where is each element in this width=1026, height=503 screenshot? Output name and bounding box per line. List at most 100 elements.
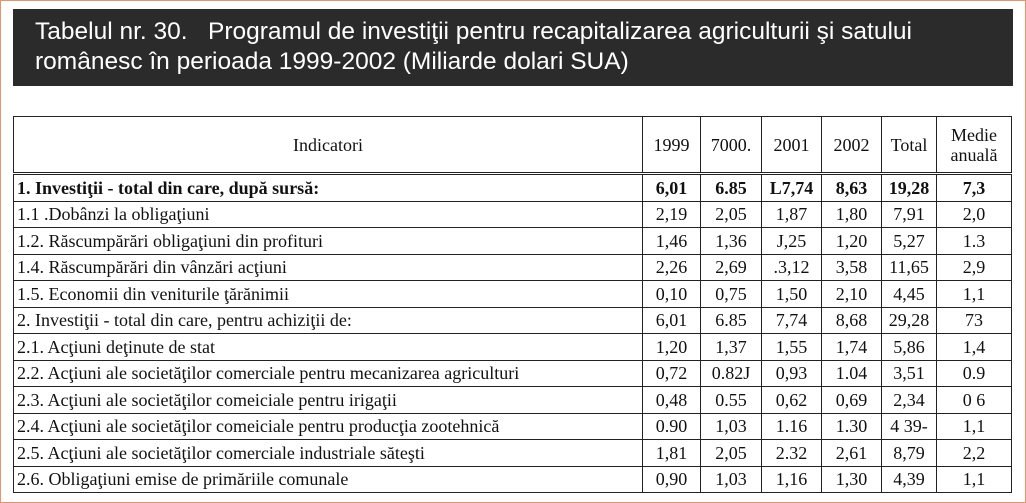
indicator-cell: 2.2. Acţiuni ale societăţilor comerciale… <box>13 359 643 387</box>
value-cell: 1,20 <box>642 333 701 361</box>
value-cell: 2,61 <box>821 439 882 467</box>
table-row: 1.4. Răscumpărări din vânzări acţiuni 2,2… <box>13 253 1012 281</box>
indicator-cell: 2.3. Acţiuni ale societăţilor comeiciale… <box>13 386 643 414</box>
column-header: 2002 <box>821 116 882 174</box>
value-cell: 6,01 <box>642 306 701 334</box>
indicator-cell: 1. Investiţii - total din care, după sur… <box>13 173 643 202</box>
value-cell: 1,03 <box>700 412 762 440</box>
value-cell: 1,4 <box>936 333 1012 361</box>
value-cell: 1,55 <box>761 333 822 361</box>
value-cell: 3,58 <box>821 253 882 281</box>
value-cell: 29,28 <box>881 306 937 334</box>
column-header: Medie anuală <box>936 116 1012 174</box>
value-cell: 1,81 <box>642 439 701 467</box>
column-header: Total <box>881 116 937 174</box>
value-cell: 0,93 <box>761 359 822 387</box>
table-row: 2.5. Acţiuni ale societăţilor comerciale… <box>13 439 1012 467</box>
value-cell: 8,63 <box>821 173 882 202</box>
title: Tabelul nr. 30. Programul de investiţii … <box>13 9 1013 86</box>
value-cell: 2,2 <box>936 439 1012 467</box>
value-cell: 7,91 <box>881 200 937 228</box>
value-cell: 1,74 <box>821 333 882 361</box>
indicator-cell: 1.4. Răscumpărări din vânzări acţiuni <box>13 253 643 281</box>
value-cell: 2,05 <box>700 439 762 467</box>
value-cell: 2,0 <box>936 200 1012 228</box>
value-cell: 0.9 <box>936 359 1012 387</box>
indicator-cell: 1.2. Răscumpărări obligaţiuni din profit… <box>13 227 643 255</box>
value-cell: 8,79 <box>881 439 937 467</box>
table-row: 2.6. Obligaţiuni emise de primăriile com… <box>13 465 1012 493</box>
table-row: 2.2. Acţiuni ale societăţilor comerciale… <box>13 359 1012 387</box>
value-cell: 0.55 <box>700 386 762 414</box>
value-cell: 0 6 <box>936 386 1012 414</box>
value-cell: 1,30 <box>821 465 882 493</box>
value-cell: 0.82J <box>700 359 762 387</box>
value-cell: 7,3 <box>936 173 1012 202</box>
value-cell: 0,75 <box>700 280 762 308</box>
value-cell: 6.85 <box>700 306 762 334</box>
value-cell: 2,05 <box>700 200 762 228</box>
value-cell: J,25 <box>761 227 822 255</box>
value-cell: 2,26 <box>642 253 701 281</box>
value-cell: 0,10 <box>642 280 701 308</box>
table-row: 2.1. Acţiuni deţinute de stat 1,20 1,37 1,5… <box>13 333 1012 361</box>
value-cell: 6.85 <box>700 173 762 202</box>
table-row: 1.2. Răscumpărări obligaţiuni din profit… <box>13 227 1012 255</box>
value-cell: .3,12 <box>761 253 822 281</box>
value-cell: 4 39- <box>881 412 937 440</box>
table-row: 1. Investiţii - total din care, după sur… <box>13 173 1012 202</box>
value-cell: 2,34 <box>881 386 937 414</box>
value-cell: 7,74 <box>761 306 822 334</box>
indicator-cell: 1.5. Economii din veniturile ţărănimii <box>13 280 643 308</box>
value-cell: 1,1 <box>936 465 1012 493</box>
value-cell: 0,69 <box>821 386 882 414</box>
value-cell: 1,87 <box>761 200 822 228</box>
value-cell: 1,46 <box>642 227 701 255</box>
value-cell: 2,10 <box>821 280 882 308</box>
indicator-cell: 2.4. Acţiuni ale societăţilor comeiciale… <box>13 412 643 440</box>
value-cell: 1,16 <box>761 465 822 493</box>
indicator-cell: 2.6. Obligaţiuni emise de primăriile com… <box>13 465 643 493</box>
value-cell: 73 <box>936 306 1012 334</box>
value-cell: 0,48 <box>642 386 701 414</box>
value-cell: 4,39 <box>881 465 937 493</box>
table-row: 1.1 .Dobânzi la obligaţiuni 2,19 2,05 1,87 1… <box>13 200 1012 228</box>
indicator-cell: 2. Investiţii - total din care, pentru a… <box>13 306 643 334</box>
value-cell: 5,86 <box>881 333 937 361</box>
value-cell: 1.16 <box>761 412 822 440</box>
value-cell: 1,1 <box>936 280 1012 308</box>
value-cell: 0,62 <box>761 386 822 414</box>
value-cell: 1,36 <box>700 227 762 255</box>
table-row: 2.3. Acţiuni ale societăţilor comeiciale… <box>13 386 1012 414</box>
table-row: 1.5. Economii din veniturile ţărănimii 0,… <box>13 280 1012 308</box>
value-cell: 1,37 <box>700 333 762 361</box>
table-body: 1. Investiţii - total din care, după sur… <box>13 173 1012 493</box>
table: Indicatori 1999 7000. 2001 2002 Total Medie an… <box>13 116 1012 493</box>
value-cell: 1,03 <box>700 465 762 493</box>
value-cell: 2.32 <box>761 439 822 467</box>
value-cell: 2,19 <box>642 200 701 228</box>
column-header: Indicatori <box>13 116 643 174</box>
header-row: Indicatori 1999 7000. 2001 2002 Total Medie an… <box>13 116 1012 174</box>
value-cell: 1.04 <box>821 359 882 387</box>
table-row: 2.4. Acţiuni ale societăţilor comeiciale… <box>13 412 1012 440</box>
value-cell: 8,68 <box>821 306 882 334</box>
value-cell: L7,74 <box>761 173 822 202</box>
table-header: Indicatori 1999 7000. 2001 2002 Total Medie an… <box>13 116 1012 174</box>
indicator-cell: 2.5. Acţiuni ale societăţilor comerciale… <box>13 439 643 467</box>
value-cell: 1.30 <box>821 412 882 440</box>
value-cell: 1.3 <box>936 227 1012 255</box>
value-cell: 1,80 <box>821 200 882 228</box>
indicator-cell: 1.1 .Dobânzi la obligaţiuni <box>13 200 643 228</box>
value-cell: 0,72 <box>642 359 701 387</box>
value-cell: 4,45 <box>881 280 937 308</box>
value-cell: 0.90 <box>642 412 701 440</box>
column-header: 2001 <box>761 116 822 174</box>
column-header: 7000. <box>700 116 762 174</box>
indicator-cell: 2.1. Acţiuni deţinute de stat <box>13 333 643 361</box>
value-cell: 1,1 <box>936 412 1012 440</box>
value-cell: 0,90 <box>642 465 701 493</box>
value-cell: 2,69 <box>700 253 762 281</box>
column-header: 1999 <box>642 116 701 174</box>
